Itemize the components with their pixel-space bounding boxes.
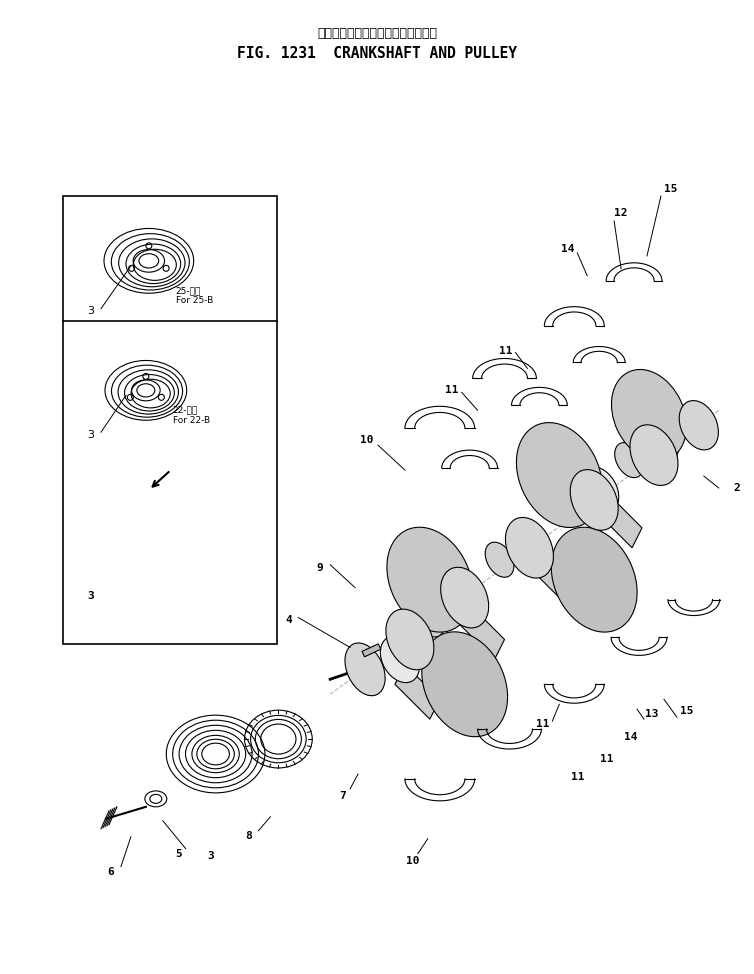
Ellipse shape	[510, 521, 549, 568]
Text: 13: 13	[645, 709, 659, 719]
Ellipse shape	[615, 442, 643, 477]
Text: 6: 6	[108, 867, 115, 877]
Text: 3: 3	[87, 306, 94, 316]
Text: 11: 11	[499, 346, 512, 356]
Ellipse shape	[580, 467, 619, 513]
Text: 11: 11	[445, 386, 458, 395]
Ellipse shape	[345, 643, 385, 695]
Ellipse shape	[387, 527, 473, 632]
Text: 22-日用
For 22-B: 22-日用 For 22-B	[173, 405, 210, 425]
Text: 5: 5	[176, 848, 182, 859]
Polygon shape	[597, 493, 642, 547]
Ellipse shape	[440, 567, 489, 628]
Ellipse shape	[386, 609, 434, 670]
Ellipse shape	[570, 469, 618, 530]
Ellipse shape	[505, 517, 553, 579]
Text: 10: 10	[360, 435, 374, 445]
Text: 14: 14	[624, 732, 638, 742]
Ellipse shape	[440, 577, 480, 622]
Ellipse shape	[630, 425, 678, 485]
Ellipse shape	[485, 543, 514, 578]
Text: 11: 11	[571, 772, 584, 782]
Text: 10: 10	[406, 855, 420, 866]
Text: 4: 4	[285, 615, 292, 624]
Ellipse shape	[516, 423, 602, 528]
Bar	[63, 196, 277, 645]
Text: 3: 3	[87, 431, 94, 440]
Text: 15: 15	[664, 184, 678, 194]
Text: 8: 8	[245, 831, 252, 841]
Text: 3: 3	[87, 590, 94, 601]
Text: クランクシャフト　および　プーリ: クランクシャフト および プーリ	[317, 27, 437, 40]
Text: 3: 3	[207, 850, 214, 861]
Text: 15: 15	[680, 706, 694, 716]
Bar	[362, 644, 381, 656]
Ellipse shape	[639, 417, 679, 464]
Text: 2: 2	[734, 483, 740, 493]
Ellipse shape	[611, 369, 686, 461]
Polygon shape	[460, 605, 504, 659]
Text: 25-日用
For 25-B: 25-日用 For 25-B	[176, 286, 213, 306]
Text: 9: 9	[317, 563, 323, 573]
Ellipse shape	[415, 602, 444, 637]
Text: FIG. 1231  CRANKSHAFT AND PULLEY: FIG. 1231 CRANKSHAFT AND PULLEY	[237, 46, 517, 61]
Text: 11: 11	[600, 754, 614, 764]
Ellipse shape	[551, 527, 637, 632]
Text: 12: 12	[615, 208, 628, 218]
Polygon shape	[529, 547, 575, 603]
Text: 7: 7	[339, 791, 345, 801]
Polygon shape	[395, 664, 440, 719]
Text: 14: 14	[560, 244, 574, 254]
Text: 11: 11	[535, 719, 549, 730]
Ellipse shape	[380, 636, 419, 683]
Ellipse shape	[421, 632, 507, 736]
Ellipse shape	[679, 400, 719, 450]
Ellipse shape	[550, 493, 578, 528]
